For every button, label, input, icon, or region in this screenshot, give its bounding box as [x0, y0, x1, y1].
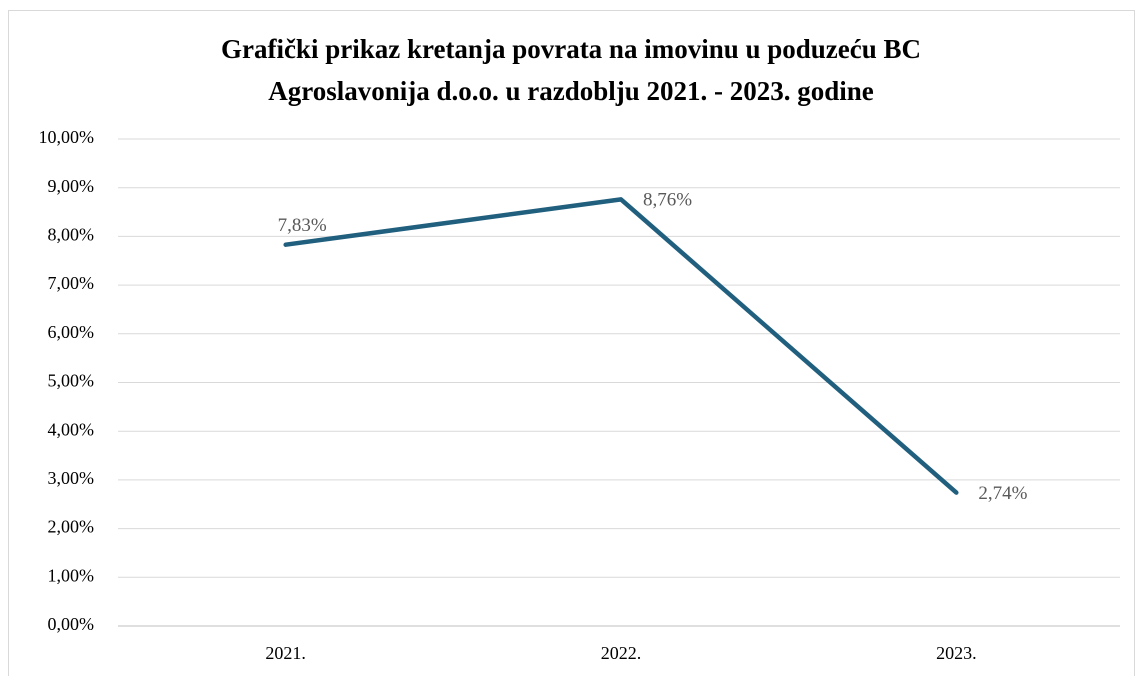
y-tick-label: 6,00%: [48, 322, 95, 342]
y-tick-label: 8,00%: [48, 225, 95, 245]
y-tick-label: 4,00%: [48, 419, 95, 439]
data-label: 2,74%: [978, 483, 1027, 504]
y-tick-label: 0,00%: [48, 614, 95, 634]
data-label: 7,83%: [278, 215, 327, 236]
x-tick-label: 2021.: [265, 643, 306, 663]
chart-border: [8, 10, 1135, 676]
y-tick-label: 1,00%: [48, 565, 95, 585]
y-tick-label: 7,00%: [48, 273, 95, 293]
y-tick-label: 2,00%: [48, 517, 95, 537]
x-tick-label: 2023.: [936, 643, 977, 663]
chart-title: Grafički prikaz kretanja povrata na imov…: [220, 34, 922, 106]
line-series: [283, 197, 959, 495]
y-tick-label: 5,00%: [48, 371, 95, 391]
data-label: 8,76%: [643, 190, 692, 211]
y-tick-label: 10,00%: [39, 127, 95, 147]
y-tick-label: 9,00%: [48, 176, 95, 196]
x-tick-label: 2022.: [601, 643, 642, 663]
y-tick-label: 3,00%: [48, 468, 95, 488]
